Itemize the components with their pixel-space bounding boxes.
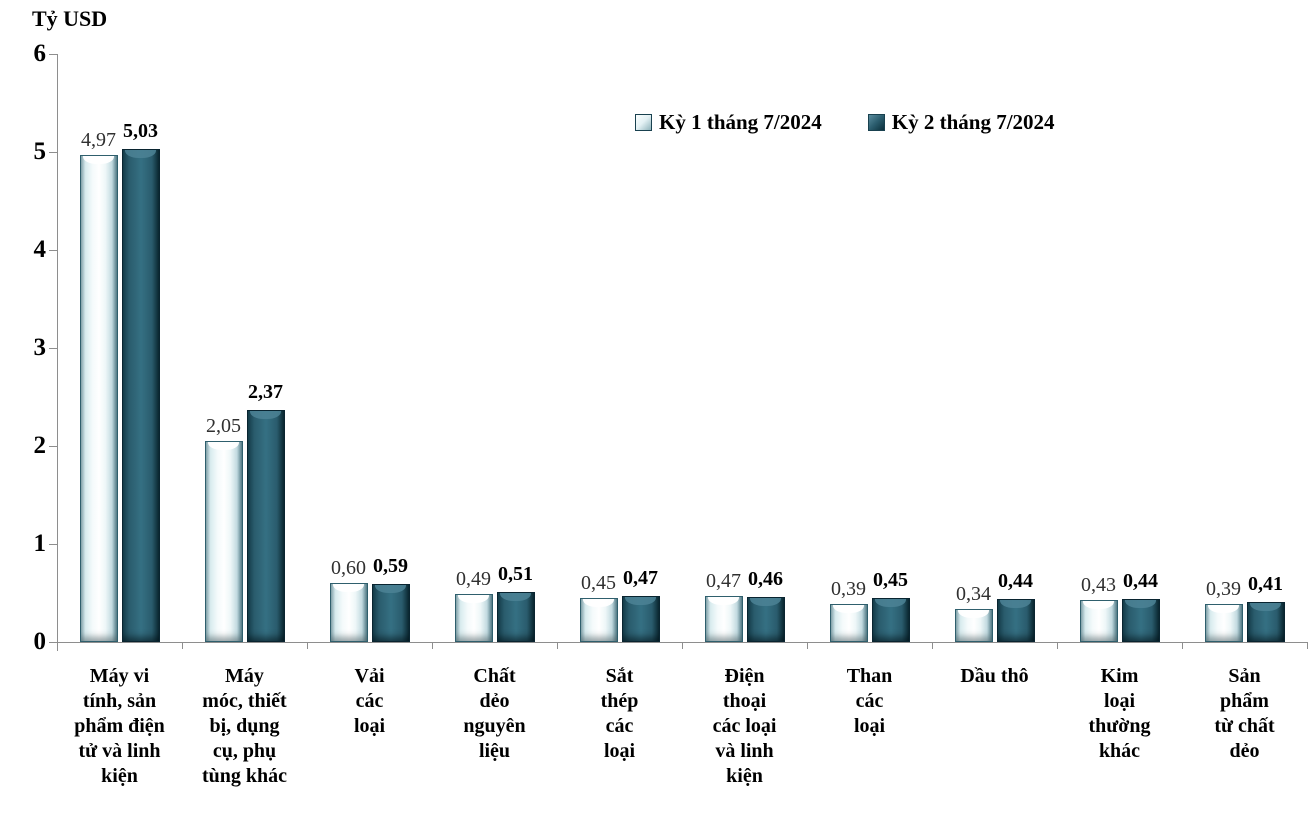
- x-tick-mark: [1307, 642, 1308, 649]
- y-tick-label: 3: [33, 334, 47, 361]
- bar-value-label-ky1-3: 0,49: [456, 568, 491, 590]
- x-category-label-2: Vải các loại: [353, 665, 386, 737]
- x-tick-mark: [932, 642, 933, 649]
- y-tick-mark: [49, 348, 57, 349]
- x-tick-mark: [1182, 642, 1183, 649]
- x-category-label-6: Than các loại: [846, 665, 893, 737]
- bar-ky1-9: [1204, 604, 1243, 642]
- bar-value-label-ky2-2: 0,59: [373, 555, 408, 577]
- x-category-label-9: Sản phẩm từ chất dẻo: [1214, 665, 1275, 762]
- x-tick-mark: [57, 642, 58, 649]
- bar-value-label-ky1-7: 0,34: [956, 583, 991, 605]
- legend-label-ky2: Kỳ 2 tháng 7/2024: [891, 110, 1055, 134]
- x-tick-mark: [432, 642, 433, 649]
- x-tick-mark: [307, 642, 308, 649]
- bar-value-label-ky2-8: 0,44: [1123, 570, 1158, 592]
- y-tick-mark: [49, 544, 57, 545]
- bar-value-label-ky2-7: 0,44: [998, 570, 1033, 592]
- legend-swatch-ky2-icon: [867, 114, 885, 131]
- y-tick-label: 5: [33, 138, 47, 165]
- bar-value-label-ky1-4: 0,45: [581, 572, 616, 594]
- legend-swatch-ky1-icon: [635, 114, 652, 131]
- y-tick-mark: [49, 642, 57, 643]
- bar-ky1-1: [204, 441, 243, 642]
- bar-ky2-0: [121, 149, 160, 642]
- bar-ky2-4: [621, 596, 660, 642]
- x-category-label-7: Dầu thô: [960, 665, 1029, 687]
- bar-ky1-3: [454, 594, 493, 642]
- bar-ky2-8: [1121, 599, 1160, 642]
- bar-ky1-5: [704, 596, 743, 642]
- y-tick-mark: [49, 250, 57, 251]
- bar-value-label-ky2-0: 5,03: [123, 120, 158, 142]
- x-category-label-1: Máy móc, thiết bị, dụng cụ, phụ tùng khá…: [201, 665, 288, 787]
- x-tick-mark: [1057, 642, 1058, 649]
- bar-ky2-3: [496, 592, 535, 642]
- bar-ky2-1: [246, 410, 285, 642]
- x-category-label-3: Chất dẻo nguyên liệu: [463, 665, 526, 762]
- legend-item-ky2: Kỳ 2 tháng 7/2024: [867, 110, 1055, 135]
- x-tick-mark: [807, 642, 808, 649]
- bar-value-label-ky1-0: 4,97: [81, 129, 116, 151]
- bar-ky1-7: [954, 609, 993, 642]
- x-category-label-4: Sắt thép các loại: [600, 665, 639, 762]
- bar-value-label-ky1-8: 0,43: [1081, 574, 1116, 596]
- legend-item-ky1: Kỳ 1 tháng 7/2024: [635, 110, 822, 135]
- x-tick-mark: [682, 642, 683, 649]
- x-category-label-5: Điện thoại các loại và linh kiện: [712, 665, 777, 787]
- y-tick-label: 0: [33, 628, 47, 655]
- bar-value-label-ky1-1: 2,05: [206, 415, 241, 437]
- y-tick-label: 4: [33, 236, 47, 263]
- bar-value-label-ky1-5: 0,47: [706, 570, 741, 592]
- bar-ky1-2: [329, 583, 368, 642]
- legend: Kỳ 1 tháng 7/2024 Kỳ 2 tháng 7/2024: [635, 110, 1055, 135]
- legend-label-ky1: Kỳ 1 tháng 7/2024: [659, 110, 822, 134]
- bar-ky2-7: [996, 599, 1035, 642]
- bar-ky1-4: [579, 598, 618, 642]
- y-tick-mark: [49, 152, 57, 153]
- bar-value-label-ky2-4: 0,47: [623, 567, 658, 589]
- bar-value-label-ky2-6: 0,45: [873, 569, 908, 591]
- bar-ky1-0: [79, 155, 118, 642]
- x-tick-mark: [557, 642, 558, 649]
- y-tick-label: 1: [33, 530, 47, 557]
- bar-value-label-ky2-5: 0,46: [748, 568, 783, 590]
- y-tick-mark: [49, 54, 57, 55]
- bar-ky2-5: [746, 597, 785, 642]
- y-tick-label: 2: [33, 432, 47, 459]
- y-tick-mark: [49, 446, 57, 447]
- y-tick-label: 6: [33, 40, 47, 67]
- bar-ky1-8: [1079, 600, 1118, 642]
- y-axis-line: [57, 54, 58, 651]
- bar-ky2-9: [1246, 602, 1285, 642]
- bar-ky2-2: [371, 584, 410, 642]
- x-category-label-8: Kim loại thường khác: [1088, 665, 1151, 762]
- bar-value-label-ky2-9: 0,41: [1248, 573, 1283, 595]
- bar-value-label-ky1-2: 0,60: [331, 557, 366, 579]
- bar-value-label-ky2-3: 0,51: [498, 563, 533, 585]
- bar-ky2-6: [871, 598, 910, 642]
- x-tick-mark: [182, 642, 183, 649]
- bar-value-label-ky2-1: 2,37: [248, 381, 283, 403]
- bar-value-label-ky1-6: 0,39: [831, 578, 866, 600]
- bar-value-label-ky1-9: 0,39: [1206, 578, 1241, 600]
- x-category-label-0: Máy vi tính, sản phẩm điện tử và linh ki…: [74, 665, 165, 787]
- y-axis-unit-label: Tỷ USD: [32, 6, 108, 31]
- bar-ky1-6: [829, 604, 868, 642]
